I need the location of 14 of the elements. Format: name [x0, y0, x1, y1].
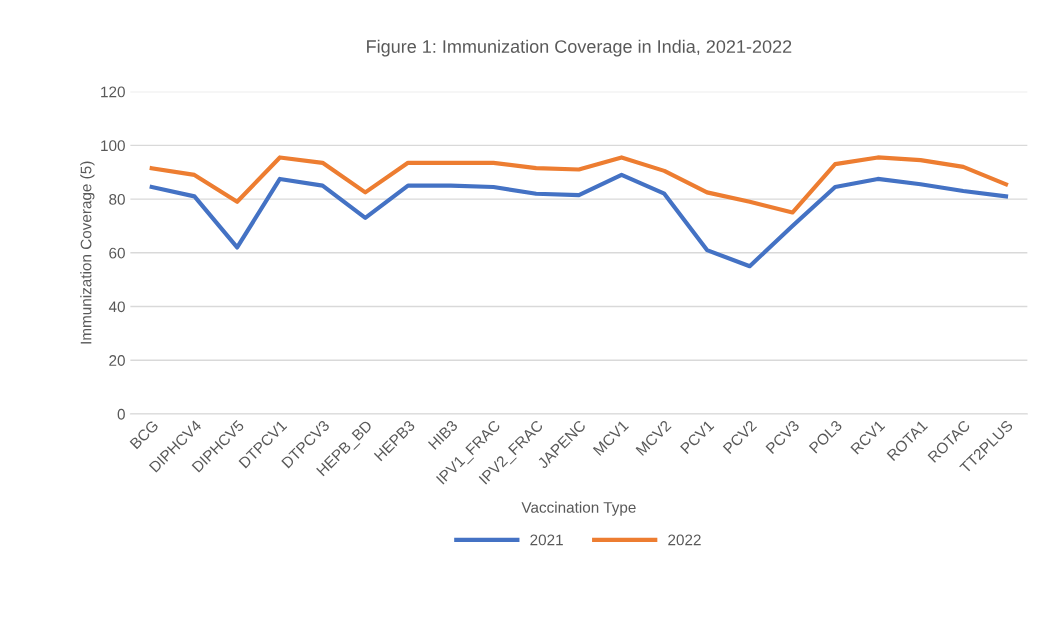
- legend-label: 2022: [668, 534, 701, 546]
- y-tick-label: 80: [109, 193, 125, 205]
- line-series: [149, 172, 1009, 269]
- y-tick-label: 120: [101, 86, 125, 98]
- line-series: [149, 155, 1009, 215]
- chart-title: Figure 1: Immunization Coverage in India, 2021-2022: [367, 39, 792, 57]
- legend-label: 2021: [530, 534, 563, 546]
- y-tick-label: 0: [117, 408, 125, 420]
- y-tick-label: 60: [109, 247, 125, 259]
- x-axis-title: Vaccination Type: [521, 501, 636, 516]
- y-axis-title: Immunization Coverage (5): [80, 161, 95, 344]
- y-tick-label: 40: [108, 301, 125, 313]
- y-tick-label: 20: [109, 355, 125, 366]
- y-tick-label: 100: [101, 140, 125, 152]
